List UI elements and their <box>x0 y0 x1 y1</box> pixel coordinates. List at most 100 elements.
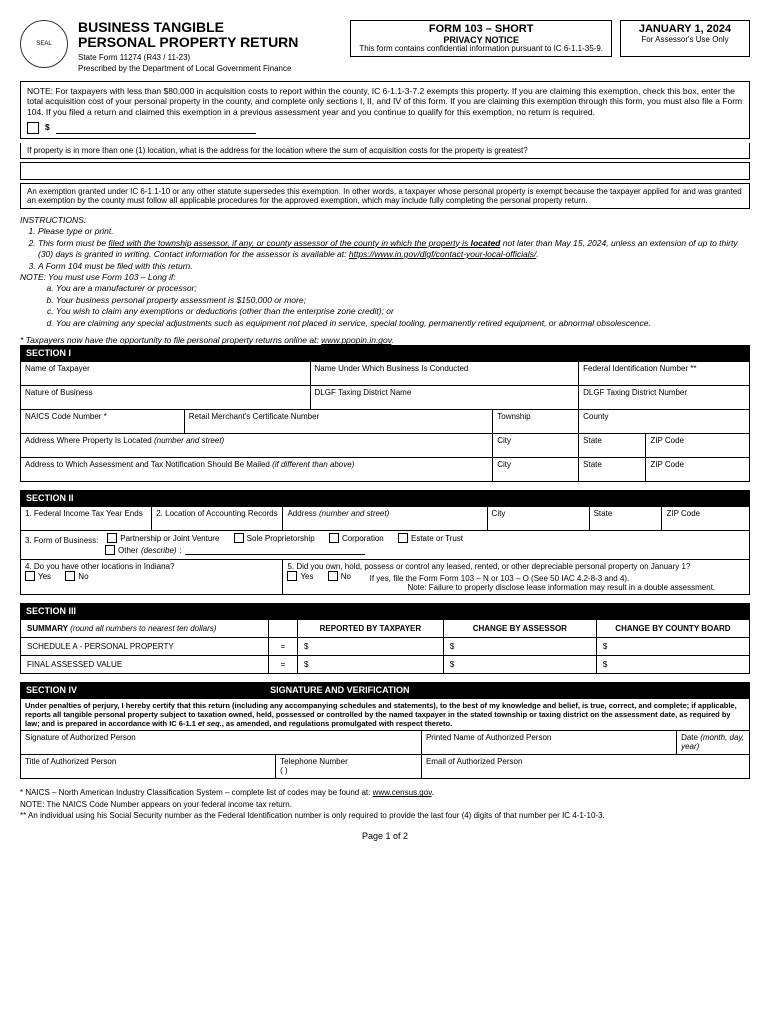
email-field[interactable]: Email of Authorized Person <box>421 755 749 779</box>
location-answer-field[interactable] <box>20 162 750 180</box>
long-d: You are claiming any special adjustments… <box>56 318 750 329</box>
leased-no-checkbox[interactable] <box>328 571 338 581</box>
taxing-district-name-field[interactable]: DLGF Taxing District Name <box>310 386 579 410</box>
signature-field[interactable]: Signature of Authorized Person <box>21 731 422 755</box>
effective-date: JANUARY 1, 2024 <box>629 23 741 35</box>
header-boxes: FORM 103 – SHORT PRIVACY NOTICE This for… <box>350 20 750 57</box>
printed-name-field[interactable]: Printed Name of Authorized Person <box>421 731 676 755</box>
other-locations-row: 4. Do you have other locations in Indian… <box>21 560 283 595</box>
long-c: You wish to claim any exemptions or dedu… <box>56 306 750 317</box>
section-2-table: 1. Federal Income Tax Year Ends 2. Locat… <box>20 506 750 595</box>
county-field[interactable]: County <box>579 410 750 434</box>
accounting-location-field[interactable]: 2. Location of Accounting Records <box>152 507 283 531</box>
naics-note: NOTE: The NAICS Code Number appears on y… <box>20 799 750 810</box>
accounting-state-field[interactable]: State <box>589 507 662 531</box>
note-long-form: NOTE: You must use Form 103 – Long if: <box>20 272 750 283</box>
state-seal-icon: SEAL <box>20 20 68 68</box>
dollar-sign: $ <box>45 122 50 133</box>
exemption-override-note: An exemption granted under IC 6-1.1-10 o… <box>20 183 750 209</box>
township-field[interactable]: Township <box>493 410 579 434</box>
form-label: FORM 103 – SHORT <box>359 23 603 35</box>
property-zip-field[interactable]: ZIP Code <box>646 434 750 458</box>
instruction-2: This form must be filed with the townshi… <box>38 238 750 261</box>
instruction-3: A Form 104 must be filed with this retur… <box>38 261 750 272</box>
sign-date-field[interactable]: Date (month, day, year) <box>677 731 750 755</box>
location-question: If property is in more than one (1) loca… <box>20 143 750 159</box>
acquisition-cost-input[interactable] <box>56 122 256 134</box>
business-name-field[interactable]: Name Under Which Business Is Conducted <box>310 362 579 386</box>
section-4-table: Under penalties of perjury, I hereby cer… <box>20 698 750 779</box>
retail-cert-field[interactable]: Retail Merchant's Certificate Number <box>184 410 492 434</box>
assessor-use: For Assessor's Use Only <box>629 35 741 44</box>
schedule-a-county[interactable]: $ <box>596 638 749 656</box>
section-4-header: SECTION IV SIGNATURE AND VERIFICATION <box>20 682 750 698</box>
summary-col-header: SUMMARY (round all numbers to nearest te… <box>21 620 269 638</box>
estate-trust-checkbox[interactable] <box>398 533 408 543</box>
section-3-table: SUMMARY (round all numbers to nearest te… <box>20 619 750 674</box>
other-checkbox[interactable] <box>105 545 115 555</box>
other-loc-yes-checkbox[interactable] <box>25 571 35 581</box>
title-block: BUSINESS TANGIBLE PERSONAL PROPERTY RETU… <box>78 20 340 73</box>
mailing-address-field[interactable]: Address to Which Assessment and Tax Noti… <box>21 458 493 482</box>
long-a: You are a manufacturer or processor; <box>56 283 750 294</box>
ssn-footnote: ** An individual using his Social Securi… <box>20 810 750 821</box>
eq-1: = <box>268 638 297 656</box>
form-title-1: BUSINESS TANGIBLE <box>78 20 340 35</box>
leased-property-row: 5. Did you own, hold, possess or control… <box>283 560 750 595</box>
other-describe-input[interactable] <box>185 545 365 555</box>
instructions-block: INSTRUCTIONS: Please type or print. This… <box>20 215 750 330</box>
property-state-field[interactable]: State <box>579 434 646 458</box>
schedule-a-assessor[interactable]: $ <box>443 638 596 656</box>
taxpayer-name-field[interactable]: Name of Taxpayer <box>21 362 311 386</box>
mailing-state-field[interactable]: State <box>579 458 646 482</box>
naics-field[interactable]: NAICS Code Number * <box>21 410 185 434</box>
online-filing-note: * Taxpayers now have the opportunity to … <box>20 335 750 345</box>
instructions-heading: INSTRUCTIONS: <box>20 215 750 226</box>
date-box: JANUARY 1, 2024 For Assessor's Use Only <box>620 20 750 57</box>
tax-year-ends-field[interactable]: 1. Federal Income Tax Year Ends <box>21 507 152 531</box>
eq-2: = <box>268 656 297 674</box>
mailing-city-field[interactable]: City <box>493 458 579 482</box>
accounting-zip-field[interactable]: ZIP Code <box>662 507 750 531</box>
perjury-statement: Under penalties of perjury, I hereby cer… <box>21 699 750 731</box>
nature-business-field[interactable]: Nature of Business <box>21 386 311 410</box>
state-form-number: State Form 11274 (R43 / 11-23) <box>78 53 340 62</box>
form-id-box: FORM 103 – SHORT PRIVACY NOTICE This for… <box>350 20 612 57</box>
prescribed-by: Prescribed by the Department of Local Go… <box>78 64 340 73</box>
reported-col-header: REPORTED BY TAXPAYER <box>298 620 444 638</box>
corporation-checkbox[interactable] <box>329 533 339 543</box>
final-county[interactable]: $ <box>596 656 749 674</box>
business-form-row: 3. Form of Business: Partnership or Join… <box>21 531 750 560</box>
property-city-field[interactable]: City <box>493 434 579 458</box>
exemption-note: NOTE: For taxpayers with less than $80,0… <box>27 86 742 117</box>
partnership-checkbox[interactable] <box>107 533 117 543</box>
contact-url: https://www.in.gov/dlgf/contact-your-loc… <box>349 249 536 259</box>
final-reported[interactable]: $ <box>298 656 444 674</box>
phone-field[interactable]: Telephone Number( ) <box>276 755 422 779</box>
instruction-1: Please type or print. <box>38 226 750 237</box>
exemption-checkbox[interactable] <box>27 122 39 134</box>
title-field[interactable]: Title of Authorized Person <box>21 755 276 779</box>
footnotes: * NAICS – North American Industry Classi… <box>20 787 750 821</box>
county-col-header: CHANGE BY COUNTY BOARD <box>596 620 749 638</box>
section-1-header: SECTION I <box>20 345 750 361</box>
section-2-header: SECTION II <box>20 490 750 506</box>
page-number: Page 1 of 2 <box>20 831 750 841</box>
assessor-col-header: CHANGE BY ASSESSOR <box>443 620 596 638</box>
header: SEAL BUSINESS TANGIBLE PERSONAL PROPERTY… <box>20 20 750 73</box>
fed-id-field[interactable]: Federal Identification Number ** <box>579 362 750 386</box>
accounting-city-field[interactable]: City <box>487 507 589 531</box>
leased-yes-checkbox[interactable] <box>287 571 297 581</box>
final-assessor[interactable]: $ <box>443 656 596 674</box>
taxing-district-number-field[interactable]: DLGF Taxing District Number <box>579 386 750 410</box>
property-address-field[interactable]: Address Where Property Is Located (numbe… <box>21 434 493 458</box>
other-loc-no-checkbox[interactable] <box>65 571 75 581</box>
section-1-table: Name of Taxpayer Name Under Which Busine… <box>20 361 750 482</box>
section-3-header: SECTION III <box>20 603 750 619</box>
census-url: www.census.gov <box>373 788 432 797</box>
sole-prop-checkbox[interactable] <box>234 533 244 543</box>
privacy-text: This form contains confidential informat… <box>359 45 603 54</box>
schedule-a-reported[interactable]: $ <box>298 638 444 656</box>
mailing-zip-field[interactable]: ZIP Code <box>646 458 750 482</box>
accounting-address-field[interactable]: Address (number and street) <box>283 507 487 531</box>
